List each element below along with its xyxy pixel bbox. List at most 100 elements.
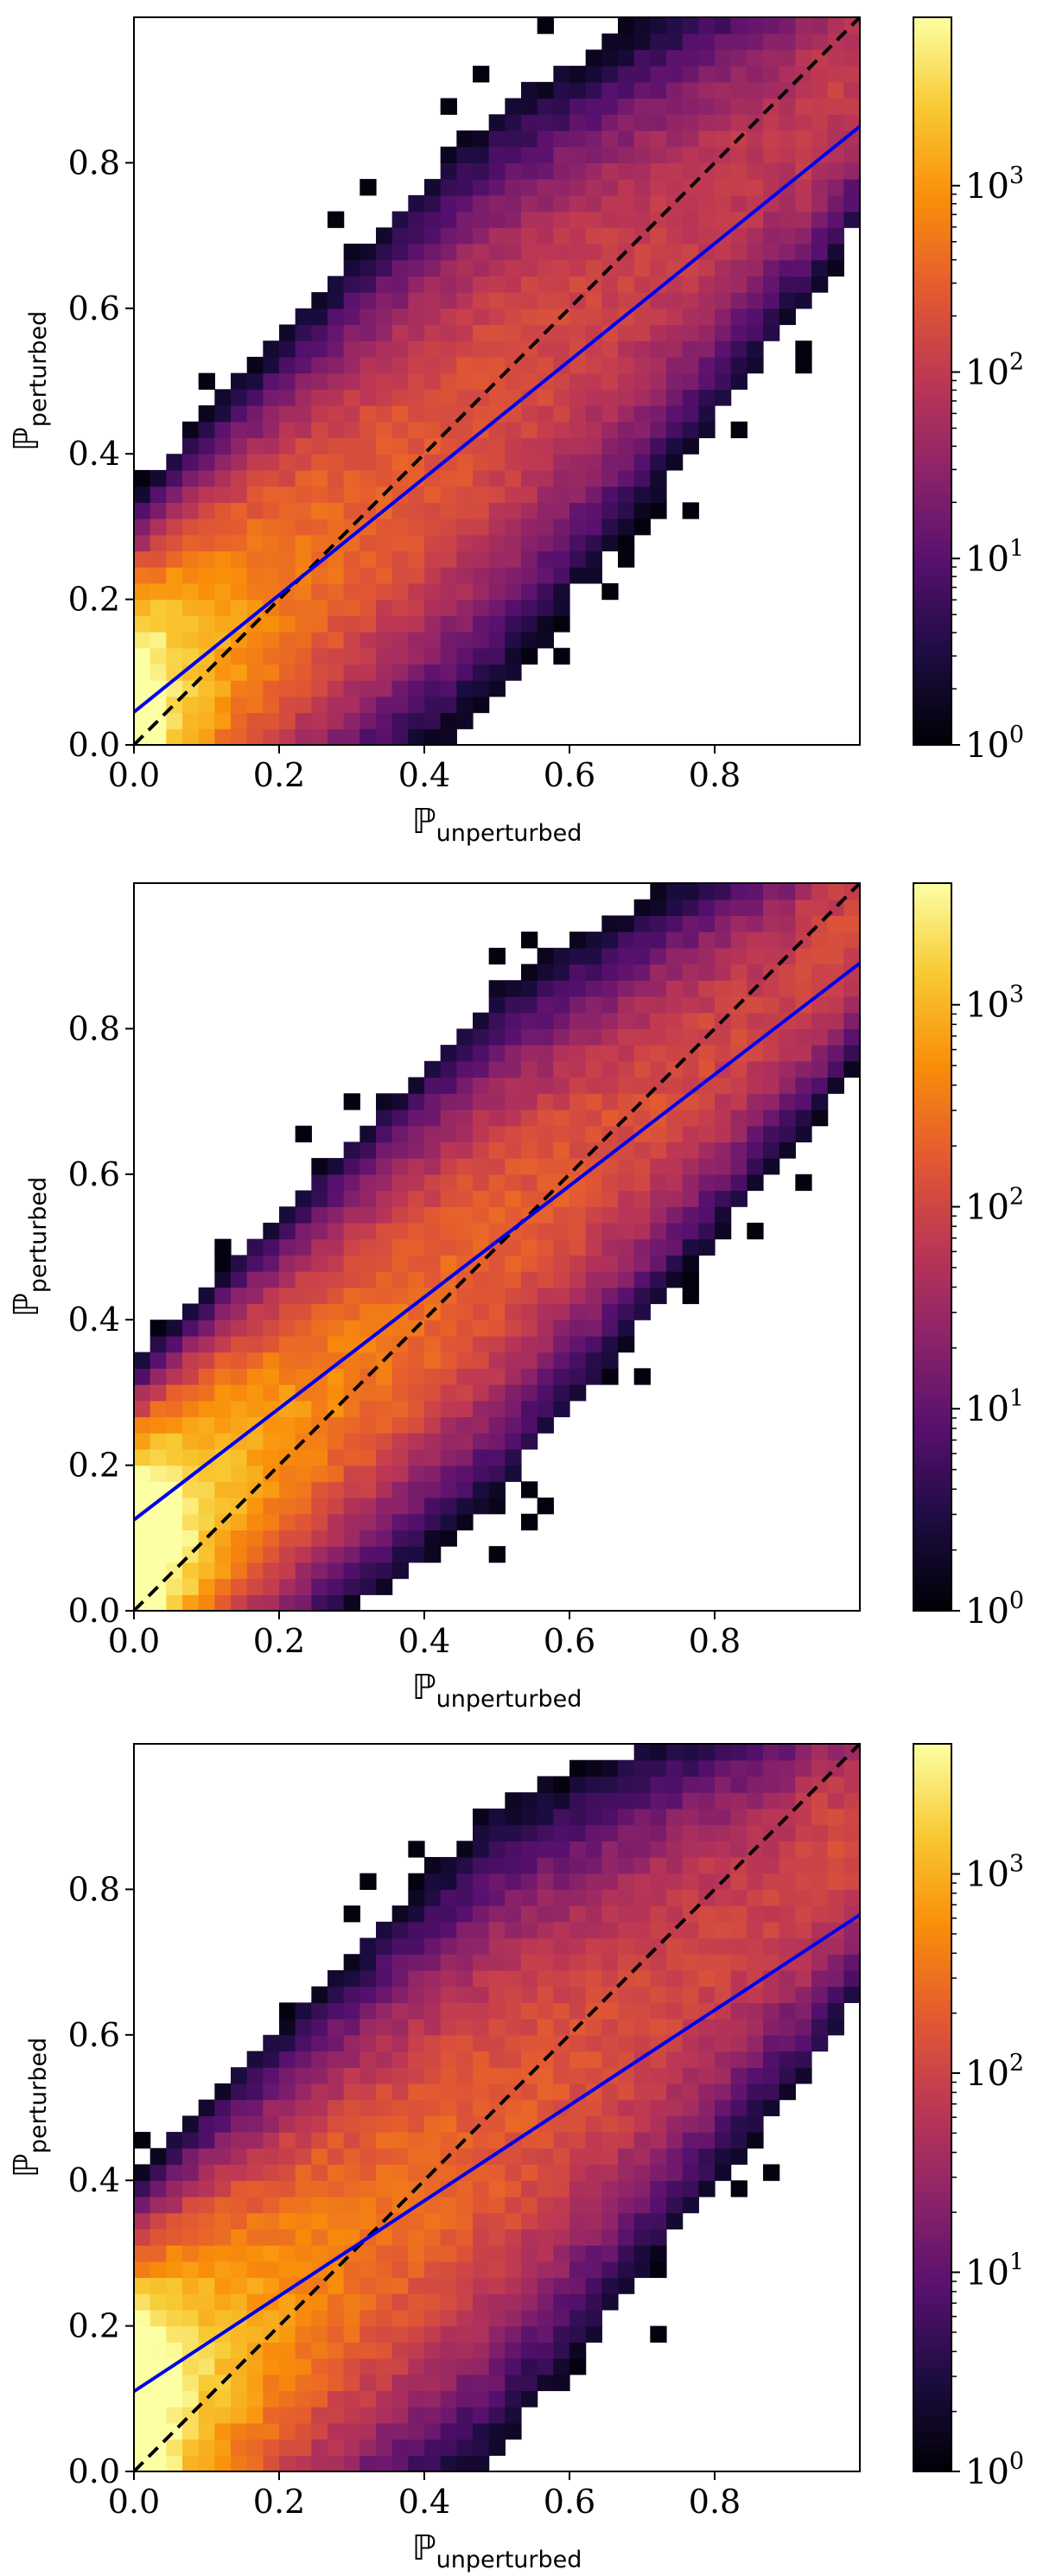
heatmap-cell (343, 647, 360, 665)
heatmap-cell (553, 372, 570, 390)
heatmap-cell (601, 437, 619, 455)
heatmap-cell (698, 1776, 716, 1793)
heatmap-cell (424, 1416, 442, 1434)
heatmap-cell (779, 259, 796, 277)
heatmap-cell (166, 1335, 183, 1353)
heatmap-cell (473, 502, 490, 519)
heatmap-cell (537, 486, 554, 503)
heatmap-cell (779, 1824, 796, 1841)
heatmap-cell (488, 486, 506, 503)
heatmap-cell (633, 980, 651, 997)
heatmap-cell (198, 454, 215, 471)
heatmap-cell (328, 1206, 345, 1224)
heatmap-cell (827, 114, 844, 131)
heatmap-cell (343, 712, 360, 729)
heatmap-cell (440, 1498, 457, 1515)
heatmap-cell (811, 947, 829, 965)
heatmap-cell (666, 2132, 684, 2149)
heatmap-cell (763, 1873, 780, 1890)
heatmap-cell (537, 2245, 554, 2262)
heatmap-cell (715, 292, 732, 309)
heatmap-cell (488, 130, 506, 148)
heatmap-cell (279, 2407, 296, 2424)
heatmap-cell (182, 1433, 200, 1450)
heatmap-cell (359, 1954, 377, 1971)
heatmap-cell (521, 1093, 538, 1110)
heatmap-cell (328, 2115, 345, 2133)
heatmap-cell (618, 1937, 635, 1955)
heatmap-cell (537, 1077, 554, 1094)
heatmap-cell (488, 2180, 506, 2198)
y-tick-label: 0.4 (68, 1301, 120, 1339)
heatmap-cell (521, 437, 538, 455)
heatmap-cell (456, 2325, 474, 2343)
heatmap-cell (391, 1498, 409, 1515)
heatmap-cell (231, 550, 248, 568)
heatmap-cell (682, 1238, 699, 1256)
heatmap-cell (682, 389, 699, 406)
heatmap-cell (730, 1012, 748, 1029)
heatmap-cell (440, 259, 457, 277)
heatmap-cell (214, 437, 232, 455)
heatmap-cell (505, 1792, 522, 1810)
heatmap-cell (521, 2277, 538, 2294)
heatmap-cell (715, 1142, 732, 1159)
heatmap-cell (650, 2083, 667, 2101)
heatmap-cell (343, 2374, 360, 2392)
heatmap-cell (456, 1969, 474, 1988)
heatmap-cell (633, 98, 651, 115)
heatmap-cell (715, 1905, 732, 1923)
heatmap-cell (343, 2034, 360, 2052)
x-axis-label: ℙunperturbed (412, 802, 582, 847)
heatmap-cell (795, 2034, 812, 2052)
heatmap-cell (795, 292, 812, 309)
heatmap-cell (231, 647, 248, 665)
heatmap-cell (424, 599, 442, 616)
heatmap-cell (633, 995, 651, 1014)
heatmap-cell (440, 615, 457, 633)
heatmap-cell (408, 1986, 425, 2003)
heatmap-cell (666, 292, 684, 309)
heatmap-cell (359, 1142, 377, 1159)
heatmap-cell (231, 2422, 248, 2440)
heatmap-cell (456, 356, 474, 374)
heatmap-cell (198, 1433, 215, 1450)
heatmap-cell (231, 728, 248, 746)
heatmap-cell (601, 1028, 619, 1046)
heatmap-cell (618, 2034, 635, 2052)
heatmap-cell (505, 1841, 522, 1858)
heatmap-cell (198, 2439, 215, 2456)
heatmap-cell (440, 1433, 457, 1450)
heatmap-cell (456, 1498, 474, 1515)
heatmap-cell (408, 2147, 425, 2166)
heatmap-cell (231, 1255, 248, 1272)
heatmap-cell (747, 1744, 764, 1761)
heatmap-cell (343, 292, 360, 309)
heatmap-cell (376, 615, 393, 633)
heatmap-cell (811, 964, 829, 981)
heatmap-cell (473, 680, 490, 697)
heatmap-cell (424, 308, 442, 326)
heatmap-cell (488, 162, 506, 180)
heatmap-cell (537, 356, 554, 374)
heatmap-cell (585, 1368, 602, 1385)
heatmap-cell (618, 130, 635, 148)
heatmap-cell (779, 1792, 796, 1810)
heatmap-cell (488, 1109, 506, 1127)
heatmap-cell (633, 1028, 651, 1046)
heatmap-cell (198, 2164, 215, 2181)
heatmap-cell (553, 2325, 570, 2343)
heatmap-cell (408, 405, 425, 423)
heatmap-cell (295, 437, 312, 455)
heatmap-cell (763, 980, 780, 997)
heatmap-cell (440, 2196, 457, 2214)
heatmap-cell (827, 883, 844, 900)
heatmap-cell (488, 308, 506, 326)
heatmap-cell (763, 2051, 780, 2068)
heatmap-cell (198, 1498, 215, 1515)
heatmap-cell (231, 1546, 248, 1563)
heatmap-cell (408, 696, 425, 714)
heatmap-cell (150, 1320, 167, 1337)
heatmap-cell (569, 2212, 587, 2229)
heatmap-cell (473, 1937, 490, 1955)
